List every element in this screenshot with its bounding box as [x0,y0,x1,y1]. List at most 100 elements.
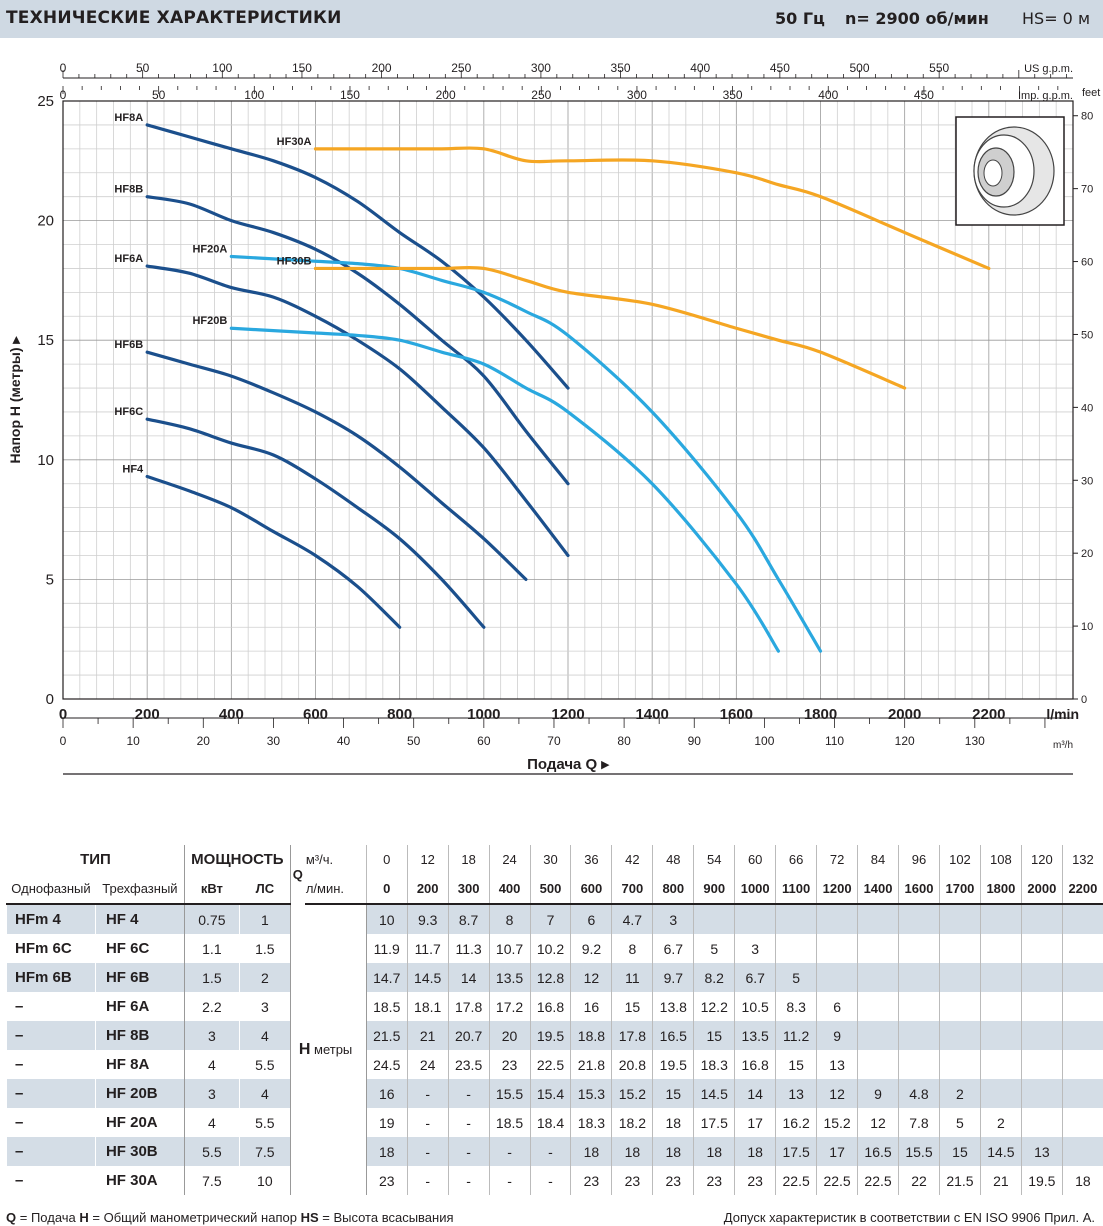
head-value [1020,1079,1063,1108]
us-gpm-tick-label: 0 [60,61,67,75]
head-value: 22.5 [816,1166,858,1195]
x-tick-label: 1400 [635,706,668,723]
x-tick-label: 400 [219,706,244,723]
head-value: 18.5 [365,992,408,1021]
x-tick-label: 600 [303,706,328,723]
head-value [857,1050,899,1079]
head-value: 17.5 [775,1137,817,1166]
head-value [938,934,981,963]
m3h-tick-label: 130 [965,734,985,748]
x-tick-label: 1000 [467,706,500,723]
curve-label-hf8b: HF8B [114,184,143,196]
power-kw: 4 [183,1108,240,1137]
imp-gpm-tick-label: 50 [152,88,166,102]
lmin-value: 600 [570,874,612,905]
model-three-phase: HF 8B [94,1021,185,1050]
head-value: 11.3 [447,934,490,963]
lmin-value: 1200 [816,874,858,905]
power-kw: 3 [183,1079,240,1108]
pump-impeller-icon [955,116,1065,226]
footnote-q: Q [6,1210,17,1225]
m3h-tick-label: 50 [407,734,421,748]
head-value: 23 [734,1166,776,1195]
head-value: 20.7 [447,1021,490,1050]
head-value: 5 [938,1108,981,1137]
legend-footnote: Q = Подача H = Общий манометрический нап… [6,1210,454,1225]
head-value: 10.2 [529,934,571,963]
header-kw: кВт [183,874,240,905]
head-value: 10 [365,904,408,934]
head-value [898,904,940,934]
x-axis-title: Подача Q ▸ [527,756,610,773]
curve-label-hf6b: HF6B [114,339,143,351]
head-value [938,904,981,934]
lmin-value: 2200 [1061,874,1103,905]
head-value [1061,904,1103,934]
model-single-phase: – [6,1021,96,1050]
head-value: 18 [734,1137,776,1166]
lmin-value: 1100 [775,874,817,905]
model-three-phase: HF 4 [94,904,185,934]
frequency-label: 50 Гц [775,9,825,28]
feet-tick-label: 0 [1081,694,1087,706]
curve-label-hf30a: HF30A [277,136,312,148]
head-value: 13 [775,1079,817,1108]
head-value: 23 [693,1166,735,1195]
feet-tick-label: 10 [1081,621,1093,633]
head-value [816,963,858,992]
power-kw: 4 [183,1050,240,1079]
head-value [938,992,981,1021]
head-value: 15.5 [898,1137,940,1166]
header-single-phase: Однофазный [6,874,96,905]
curve-hf6b [145,350,528,581]
head-value: 12 [857,1108,899,1137]
x-tick-label: 1600 [720,706,753,723]
us-gpm-tick-label: 300 [531,61,551,75]
footnote-h-text: = Общий манометрический напор [88,1210,301,1225]
head-value: 18 [570,1137,612,1166]
m3h-value: 96 [898,845,940,874]
head-value: - [447,1108,490,1137]
head-value: 14.5 [693,1079,735,1108]
model-single-phase: – [6,1137,96,1166]
head-value: 14.7 [365,963,408,992]
header-m3h-unit: м³/ч. [304,845,367,874]
feet-tick-label: 70 [1081,184,1093,196]
table-row: – HF 20B 3 4 16- -15.5 15.4 15.3 15.2 15 14.5 14 13 1… [6,1079,1103,1108]
m3h-value: 132 [1061,845,1103,874]
m3h-value: 60 [734,845,776,874]
head-value: 15.2 [816,1108,858,1137]
head-value: 9 [816,1021,858,1050]
model-single-phase: – [6,1166,96,1195]
pump-icon-eye [983,159,1003,187]
head-value [1061,1050,1103,1079]
head-value [898,934,940,963]
head-value [734,904,776,934]
curve-label-hf20a: HF20A [192,243,227,255]
head-value: - [488,1166,531,1195]
head-value [898,992,940,1021]
m3h-value: 102 [938,845,981,874]
head-symbol: H [298,1041,311,1058]
lmin-value: 1000 [734,874,776,905]
footnote-hs: HS [300,1210,319,1225]
m3h-value: 12 [406,845,449,874]
head-value [938,963,981,992]
model-three-phase: HF 6A [94,992,185,1021]
head-value: - [447,1166,490,1195]
imp-gpm-axis-unit: Imp. g.p.m. [1018,90,1073,102]
head-value: 19 [365,1108,408,1137]
head-value [979,963,1022,992]
m3h-value: 18 [447,845,490,874]
head-value: 24.5 [365,1050,408,1079]
head-value: 18.8 [570,1021,612,1050]
head-value: 5 [775,963,817,992]
x-tick-label: 1200 [551,706,584,723]
header-bar: ТЕХНИЧЕСКИЕ ХАРАКТЕРИСТИКИ 50 Гц n= 2900… [0,0,1103,38]
us-gpm-tick-label: 350 [611,61,631,75]
head-value [857,934,899,963]
us-gpm-tick-label: 250 [451,61,471,75]
head-value: 12 [570,963,612,992]
feet-tick-label: 80 [1081,111,1093,123]
power-kw: 1.5 [183,963,240,992]
